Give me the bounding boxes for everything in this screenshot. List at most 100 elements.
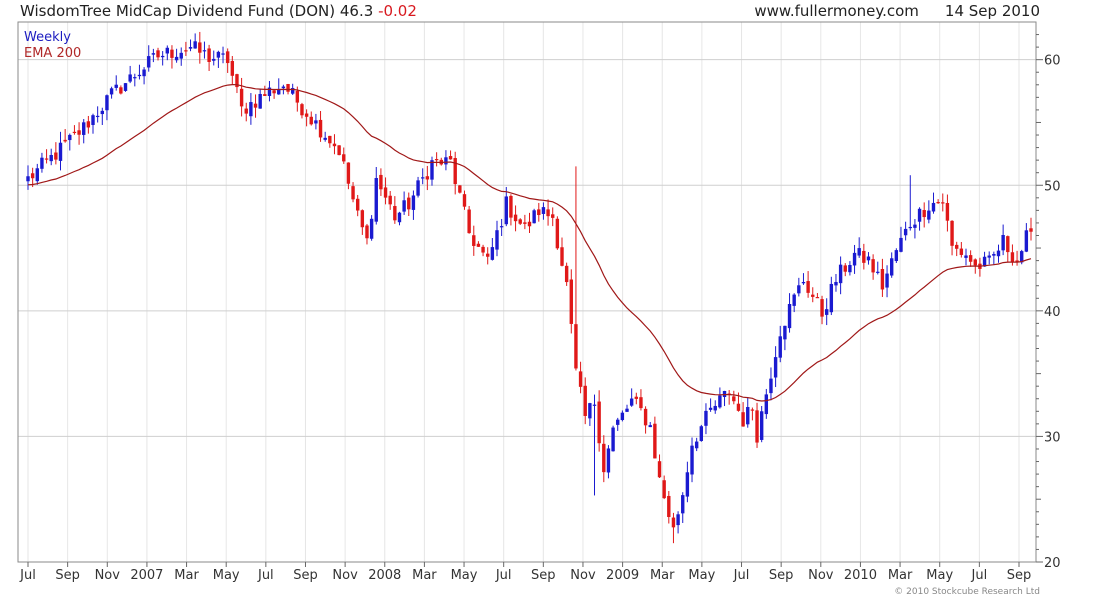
- candle-body: [328, 135, 332, 144]
- candle-body: [281, 86, 286, 89]
- candle: [114, 75, 118, 91]
- candle: [880, 258, 885, 297]
- candle-body: [811, 294, 815, 297]
- candle-body: [838, 264, 843, 284]
- candle: [216, 50, 221, 68]
- candle: [258, 88, 262, 109]
- candle: [513, 205, 518, 232]
- candle: [811, 287, 815, 303]
- x-tick-label: May: [926, 568, 953, 583]
- candle-body: [277, 88, 281, 95]
- candle-body: [708, 407, 713, 410]
- candle: [179, 47, 183, 66]
- candle: [35, 163, 39, 185]
- candle: [824, 298, 829, 326]
- candle-body: [676, 514, 680, 526]
- legend-ema200: EMA 200: [24, 46, 82, 61]
- candle: [54, 142, 58, 165]
- candle-body: [889, 258, 894, 276]
- candle: [959, 242, 964, 258]
- candle-body: [318, 119, 323, 138]
- candle: [360, 209, 365, 235]
- candle-body: [230, 61, 235, 76]
- x-tick-label: May: [213, 568, 240, 583]
- candle: [941, 193, 945, 212]
- last-price: 46.3: [339, 2, 374, 20]
- candle-body: [174, 56, 179, 61]
- candle: [486, 247, 490, 265]
- candle-body: [458, 185, 462, 193]
- candle-body: [207, 48, 211, 62]
- candle: [783, 325, 787, 351]
- candle: [263, 85, 267, 96]
- candle-body: [792, 294, 796, 306]
- candle-body: [416, 180, 420, 196]
- candle-body: [982, 256, 987, 267]
- candle: [657, 454, 662, 479]
- candle: [63, 129, 67, 143]
- candle: [857, 237, 861, 258]
- candle: [369, 215, 374, 241]
- candle: [393, 196, 397, 224]
- candle: [694, 437, 699, 452]
- candle-body: [513, 214, 518, 222]
- site-link[interactable]: www.fullermoney.com: [754, 2, 919, 20]
- candle: [862, 243, 866, 270]
- candle-body: [950, 220, 954, 246]
- candle-body: [927, 210, 931, 220]
- candle: [903, 221, 908, 241]
- candle-body: [133, 77, 137, 79]
- candle-body: [616, 419, 620, 425]
- x-tick-label: Sep: [55, 568, 80, 583]
- candle-body: [448, 156, 453, 160]
- ema200-line: [27, 83, 1032, 402]
- candle: [653, 416, 657, 459]
- candle: [662, 475, 666, 500]
- candle-body: [602, 443, 606, 473]
- candle: [439, 157, 443, 166]
- candle: [318, 111, 323, 142]
- candle-body: [843, 265, 847, 272]
- candle-body: [541, 207, 546, 214]
- candle-body: [434, 159, 439, 161]
- candle-body: [509, 195, 513, 218]
- candle: [606, 445, 611, 479]
- candle: [527, 212, 532, 233]
- candle: [755, 402, 759, 448]
- candle: [49, 148, 53, 166]
- candle: [151, 48, 156, 63]
- candle: [365, 223, 369, 245]
- candle: [537, 202, 541, 222]
- candle-body: [769, 378, 773, 394]
- candle: [495, 220, 499, 257]
- x-tick-label: Mar: [888, 568, 913, 583]
- candle-body: [1029, 228, 1033, 232]
- candle: [523, 214, 527, 230]
- candle: [1015, 250, 1019, 266]
- x-tick-label: Jul: [495, 568, 512, 583]
- candle: [239, 77, 244, 117]
- candle: [992, 251, 996, 265]
- candle-body: [212, 58, 216, 61]
- candle: [1029, 217, 1033, 241]
- candle-body: [987, 255, 991, 258]
- candle: [202, 41, 207, 59]
- candle: [314, 113, 318, 130]
- candle-body: [332, 143, 337, 147]
- candle-body: [35, 168, 39, 182]
- candle-body: [806, 281, 810, 293]
- candle-body: [388, 195, 392, 205]
- candle-body: [397, 212, 402, 223]
- candle: [123, 83, 128, 92]
- candle-body: [866, 256, 871, 261]
- candle-body: [499, 226, 504, 228]
- candle-body: [899, 237, 903, 252]
- candle: [643, 406, 648, 434]
- candle: [611, 425, 615, 452]
- candle: [230, 56, 235, 85]
- candle-body: [625, 408, 629, 412]
- candle: [750, 407, 755, 421]
- candle: [722, 390, 727, 407]
- candle-body: [151, 53, 156, 55]
- y-tick-label: 50: [1044, 179, 1061, 194]
